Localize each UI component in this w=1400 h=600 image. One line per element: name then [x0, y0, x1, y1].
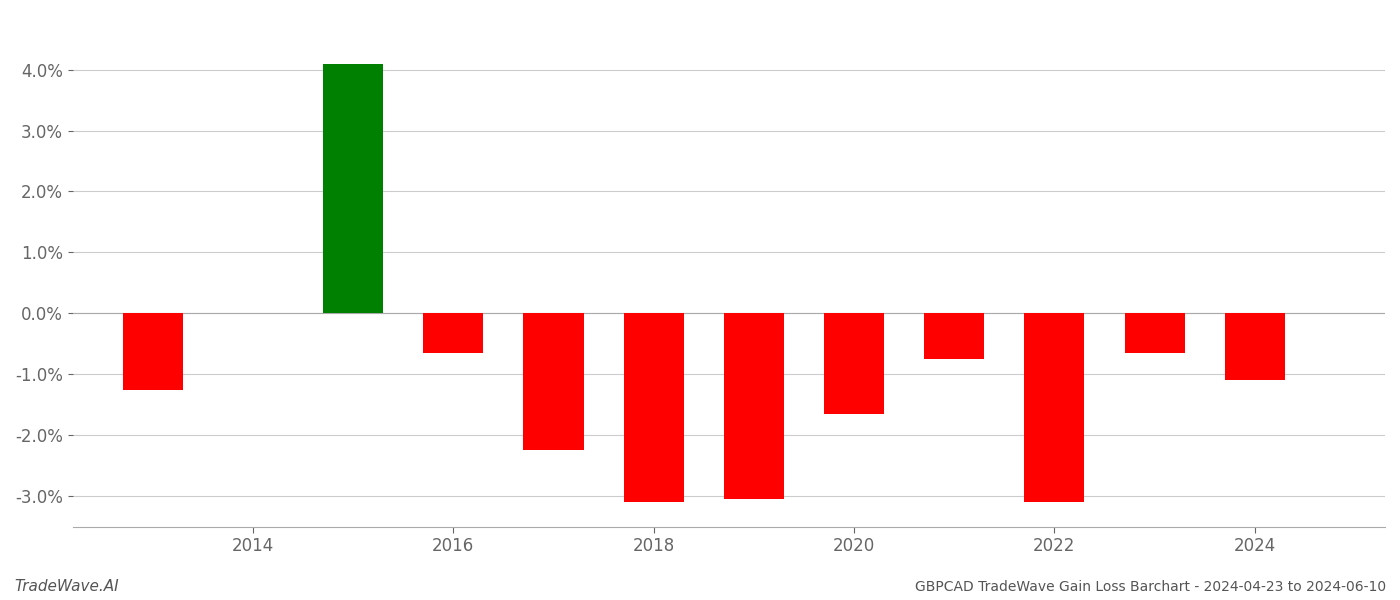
Bar: [924, 313, 984, 359]
Text: TradeWave.AI: TradeWave.AI: [14, 579, 119, 594]
Bar: [1124, 313, 1184, 353]
Bar: [323, 64, 384, 313]
Bar: [123, 313, 183, 389]
Bar: [1025, 313, 1085, 502]
Bar: [825, 313, 883, 414]
Bar: [1225, 313, 1285, 380]
Bar: [524, 313, 584, 451]
Bar: [423, 313, 483, 353]
Bar: [724, 313, 784, 499]
Text: GBPCAD TradeWave Gain Loss Barchart - 2024-04-23 to 2024-06-10: GBPCAD TradeWave Gain Loss Barchart - 20…: [914, 580, 1386, 594]
Bar: [623, 313, 683, 502]
